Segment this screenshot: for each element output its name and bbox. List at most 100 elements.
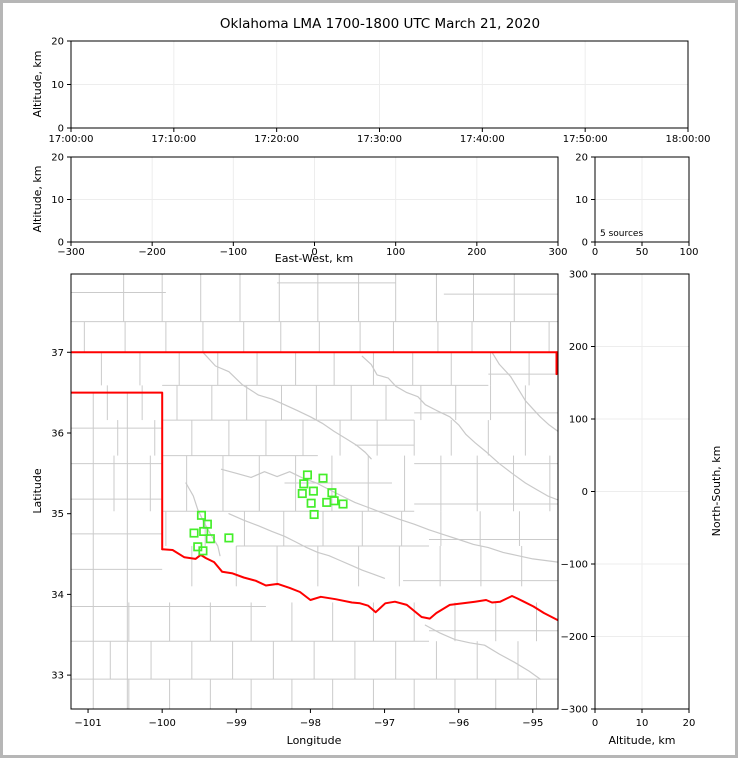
- x-tick-label: −99: [226, 718, 247, 729]
- y-tick-label: 100: [569, 415, 588, 426]
- x-tick-label: −98: [300, 718, 321, 729]
- lma-station-marker: [306, 498, 316, 508]
- lma-station-marker: [205, 534, 215, 544]
- time-height-ylabel: Altitude, km: [31, 50, 44, 117]
- time-height-ticks: 17:00:00 17:10:00 17:20:00 17:30:00 17:40:00…: [49, 37, 711, 146]
- lma-station-marker: [199, 526, 209, 536]
- y-tick-label: −300: [561, 705, 588, 716]
- y-tick-label: 20: [575, 153, 588, 164]
- river-line: [202, 351, 372, 460]
- y-tick-label: 33: [51, 671, 64, 682]
- state-border-lines: [71, 351, 558, 622]
- x-tick-label: 17:10:00: [151, 134, 196, 145]
- ew-height-ylabel: Altitude, km: [31, 165, 44, 232]
- y-tick-label: 37: [51, 348, 64, 359]
- panel-time-height: 17:00:00 17:10:00 17:20:00 17:30:00 17:40:00…: [31, 37, 710, 146]
- x-tick-label: 17:40:00: [460, 134, 505, 145]
- x-tick-label: 17:50:00: [563, 134, 608, 145]
- x-tick-label: −100: [148, 718, 175, 729]
- ew-height-xlabel: East-West, km: [275, 252, 353, 265]
- river-line: [228, 513, 386, 579]
- panel-ns-height: 0 10 20 −300 −200 −100 0 100 200 300 North-South,…: [561, 270, 723, 748]
- x-tick-label: 200: [467, 247, 486, 258]
- red-river-border: [161, 548, 558, 622]
- x-tick-label: 0: [311, 247, 317, 258]
- lma-station-marker: [189, 528, 199, 538]
- alt-histogram-ticks: 0 50 100 0 10 20: [575, 153, 698, 259]
- county-lines: [71, 274, 558, 709]
- lma-station-marker: [224, 533, 234, 543]
- y-tick-label: −100: [561, 560, 588, 571]
- y-tick-label: 35: [51, 509, 64, 520]
- river-line: [491, 351, 558, 432]
- plan-xlabel: Longitude: [287, 734, 342, 747]
- lma-station-marker: [318, 473, 328, 483]
- x-tick-label: 20: [683, 718, 696, 729]
- x-tick-label: −300: [57, 247, 84, 258]
- ew-height-grid: [71, 157, 558, 242]
- alt-histogram-grid: [595, 157, 689, 242]
- lma-station-marker: [196, 510, 207, 520]
- x-tick-label: 300: [548, 247, 567, 258]
- y-tick-label: 0: [582, 238, 588, 249]
- ns-height-grid: [595, 274, 689, 709]
- x-tick-label: 18:00:00: [666, 134, 711, 145]
- lma-station-marker: [302, 470, 313, 480]
- x-tick-label: 50: [636, 247, 649, 258]
- x-tick-label: −100: [220, 247, 247, 258]
- x-tick-label: 17:20:00: [254, 134, 299, 145]
- y-tick-label: 0: [58, 124, 64, 135]
- y-tick-label: 20: [51, 153, 64, 164]
- map-layers: [71, 274, 558, 709]
- plan-ylabel: Latitude: [31, 468, 44, 514]
- ns-height-xlabel: Altitude, km: [608, 734, 675, 747]
- x-tick-label: 0: [592, 247, 598, 258]
- y-tick-label: 20: [51, 37, 64, 48]
- x-tick-label: −96: [448, 718, 469, 729]
- river-line: [220, 468, 558, 563]
- x-tick-label: 17:00:00: [49, 134, 94, 145]
- ns-height-ylabel: North-South, km: [710, 446, 723, 537]
- y-tick-label: 300: [569, 270, 588, 281]
- panel-ew-height: −300 −200 −100 0 100 200 300 0 10 20 Altitude, km…: [31, 153, 568, 266]
- source-count-annotation: 5 sources: [600, 229, 643, 239]
- ew-height-ticks: −300 −200 −100 0 100 200 300 0 10 20: [51, 153, 567, 259]
- x-tick-label: 10: [636, 718, 649, 729]
- lma-station-marker: [329, 496, 339, 506]
- y-tick-label: 36: [51, 428, 64, 439]
- x-tick-label: 100: [386, 247, 405, 258]
- x-tick-label: −101: [74, 718, 101, 729]
- x-tick-label: −200: [138, 247, 165, 258]
- river-lines: [185, 351, 558, 680]
- y-tick-label: 34: [51, 590, 64, 601]
- lma-station-marker: [198, 546, 208, 556]
- plan-plot-area: [70, 273, 559, 710]
- lma-station-marker: [308, 486, 318, 496]
- panel-plan-view: −101 −100 −99 −98 −97 −96 −95 33 34 35 36 37 Latitu…: [31, 273, 559, 747]
- y-tick-label: 10: [575, 195, 588, 206]
- y-tick-label: 0: [582, 487, 588, 498]
- lma-station-marker: [338, 499, 348, 509]
- x-tick-label: 100: [679, 247, 698, 258]
- y-tick-label: 200: [569, 342, 588, 353]
- ns-height-ticks: 0 10 20 −300 −200 −100 0 100 200 300: [561, 270, 696, 730]
- y-tick-label: −200: [561, 632, 588, 643]
- x-tick-label: 17:30:00: [357, 134, 402, 145]
- lma-station-marker: [309, 509, 319, 520]
- plan-ticks: −101 −100 −99 −98 −97 −96 −95 33 34 35 36 37: [51, 348, 543, 729]
- lma-station-marker: [297, 488, 307, 499]
- river-line: [424, 624, 541, 680]
- river-line: [361, 355, 558, 501]
- lma-station-marker: [322, 497, 332, 507]
- panhandle-border: [71, 391, 164, 551]
- x-tick-label: 0: [592, 718, 598, 729]
- panel-alt-histogram: 0 50 100 0 10 20 5 sources: [575, 153, 698, 259]
- lma-station-markers: [189, 470, 348, 556]
- x-tick-label: −97: [374, 718, 395, 729]
- x-tick-label: −95: [522, 718, 543, 729]
- y-tick-label: 10: [51, 80, 64, 91]
- figure-title: Oklahoma LMA 1700-1800 UTC March 21, 202…: [220, 16, 540, 32]
- time-height-grid: [71, 41, 688, 128]
